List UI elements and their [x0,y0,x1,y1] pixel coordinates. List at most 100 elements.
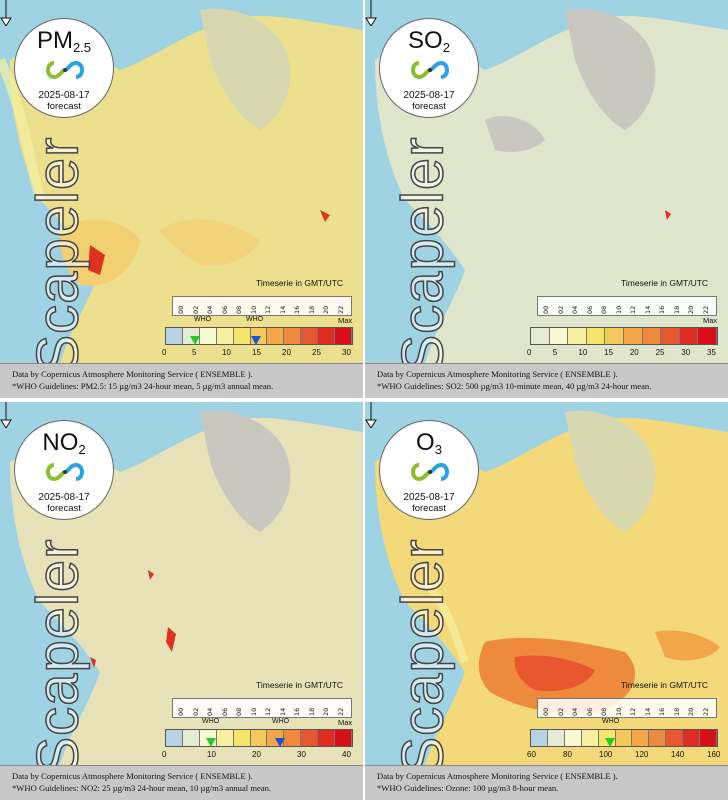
scale-swatch [531,730,548,746]
hour-timeline[interactable]: 00 02 04 06 08 10 12 14 16 18 20 22 [537,296,717,316]
scale-ticks: 60 80 100 120 140 160 [525,750,725,762]
max-label: Max [703,316,718,325]
hour-tick[interactable]: 00 [177,305,185,314]
scale-swatch [649,730,667,746]
scale-swatch [679,328,699,344]
hour-tick[interactable]: 02 [191,305,200,314]
map-so2[interactable]: SO2 2025-08-17 forecast Scapeler Timeser… [365,0,728,363]
hour-tick[interactable]: 16 [293,707,301,716]
hour-timeline[interactable]: 00 02 04 06 08 10 12 14 16 18 20 22 [537,698,717,718]
hour-tick[interactable]: 02 [556,305,565,314]
scale-swatch [642,328,662,344]
footer-source: Data by Copernicus Atmosphere Monitoring… [12,771,253,781]
scale-swatch [683,730,701,746]
hour-tick[interactable]: 18 [672,305,681,314]
hour-timeline[interactable]: 00 02 04 06 08 10 12 14 16 18 20 22 [172,698,352,718]
hour-tick[interactable]: 20 [322,707,330,716]
hour-tick[interactable]: 20 [687,707,695,716]
hour-tick[interactable]: 10 [249,305,258,314]
forecast-label: forecast [47,503,81,514]
scale-tick-label: 15 [604,348,614,357]
map-o3[interactable]: O3 2025-08-17 forecast Scapeler Timeseri… [365,402,728,765]
hour-timeline[interactable]: 00 02 04 06 08 10 12 14 16 18 20 22 [172,296,352,316]
timeline-pointer-icon[interactable] [365,0,377,26]
forecast-date: 2025-08-17 [38,492,90,503]
map-no2[interactable]: NO2 2025-08-17 forecast Scapeler Timeser… [0,402,363,765]
pollutant-badge: PM2.5 2025-08-17 forecast [14,18,114,118]
who-label: WHO [202,718,220,725]
scale-tick-label: 0 [527,348,532,357]
scale-tick-label: 100 [599,750,613,759]
hour-tick[interactable]: 16 [658,305,666,314]
hour-tick[interactable]: 08 [600,707,608,716]
map-pm25[interactable]: PM2.5 2025-08-17 forecast Scapeler Times… [0,0,363,363]
footer-who-guidelines: *WHO Guidelines: PM2.5: 15 µg/m3 24-hour… [12,381,274,391]
hour-tick[interactable]: 16 [293,305,301,314]
hour-tick[interactable]: 10 [614,707,623,716]
hour-tick[interactable]: 04 [206,707,214,716]
hour-tick[interactable]: 22 [701,707,710,716]
hour-tick[interactable]: 18 [307,707,316,716]
hour-tick[interactable]: 12 [264,305,272,314]
hour-tick[interactable]: 02 [191,707,200,716]
scapeler-logo-icon [46,462,84,482]
hour-tick[interactable]: 08 [600,305,608,314]
panel-no2: NO2 2025-08-17 forecast Scapeler Timeser… [0,402,363,800]
hour-tick[interactable]: 06 [585,707,594,716]
hour-tick[interactable]: 10 [614,305,623,314]
scale-tick-label: 10 [578,348,588,357]
scale-swatch [605,328,624,344]
timeserie-label: Timeserie in GMT/UTC [256,278,344,288]
scale-swatch [216,730,234,746]
footer: Data by Copernicus Atmosphere Monitoring… [365,363,728,398]
hour-tick[interactable]: 04 [206,305,214,314]
hour-tick[interactable]: 12 [629,707,637,716]
who-label: WHO [272,718,290,725]
scale-swatch [666,730,684,746]
forecast-date: 2025-08-17 [403,492,455,503]
scale-swatch [547,730,565,746]
scale-swatch [700,730,717,746]
hour-tick[interactable]: 16 [658,707,666,716]
scale-tick-label: 30 [297,750,306,759]
scale-tick-label: 25 [655,348,665,357]
hour-tick[interactable]: 12 [629,305,637,314]
hour-tick[interactable]: 00 [542,707,550,716]
hour-tick[interactable]: 12 [264,707,272,716]
hour-tick[interactable]: 14 [278,707,287,716]
hour-tick[interactable]: 10 [249,707,258,716]
hour-tick[interactable]: 06 [220,305,229,314]
hour-tick[interactable]: 08 [235,305,243,314]
timeline-pointer-icon[interactable] [365,402,377,428]
scale-ticks: 0 5 10 15 20 25 30 35 [525,348,725,360]
hour-tick[interactable]: 20 [322,305,330,314]
hour-tick[interactable]: 22 [701,305,710,314]
scale-swatch [301,730,319,746]
hour-tick[interactable]: 02 [556,707,565,716]
scale-swatch [615,730,633,746]
hour-tick[interactable]: 06 [585,305,594,314]
hour-tick[interactable]: 00 [542,305,550,314]
scale-swatch [284,730,302,746]
hour-tick[interactable]: 22 [336,305,345,314]
scale-tick-label: 80 [563,750,572,759]
hour-tick[interactable]: 00 [177,707,185,716]
hour-tick[interactable]: 08 [235,707,243,716]
hour-tick[interactable]: 06 [220,707,229,716]
hour-tick[interactable]: 14 [278,305,287,314]
panel-o3: O3 2025-08-17 forecast Scapeler Timeseri… [365,402,728,800]
timeline-pointer-icon[interactable] [0,402,12,428]
hour-tick[interactable]: 04 [571,305,579,314]
scale-tick-label: 20 [629,348,639,357]
hour-tick[interactable]: 20 [687,305,695,314]
hour-tick[interactable]: 04 [571,707,579,716]
timeline-pointer-icon[interactable] [0,0,12,26]
hour-tick[interactable]: 14 [643,305,652,314]
scale-swatch [632,730,650,746]
hour-tick[interactable]: 14 [643,707,652,716]
hour-tick[interactable]: 22 [336,707,345,716]
who-marker-icon [206,738,216,747]
hour-tick[interactable]: 18 [307,305,316,314]
hour-tick[interactable]: 18 [672,707,681,716]
